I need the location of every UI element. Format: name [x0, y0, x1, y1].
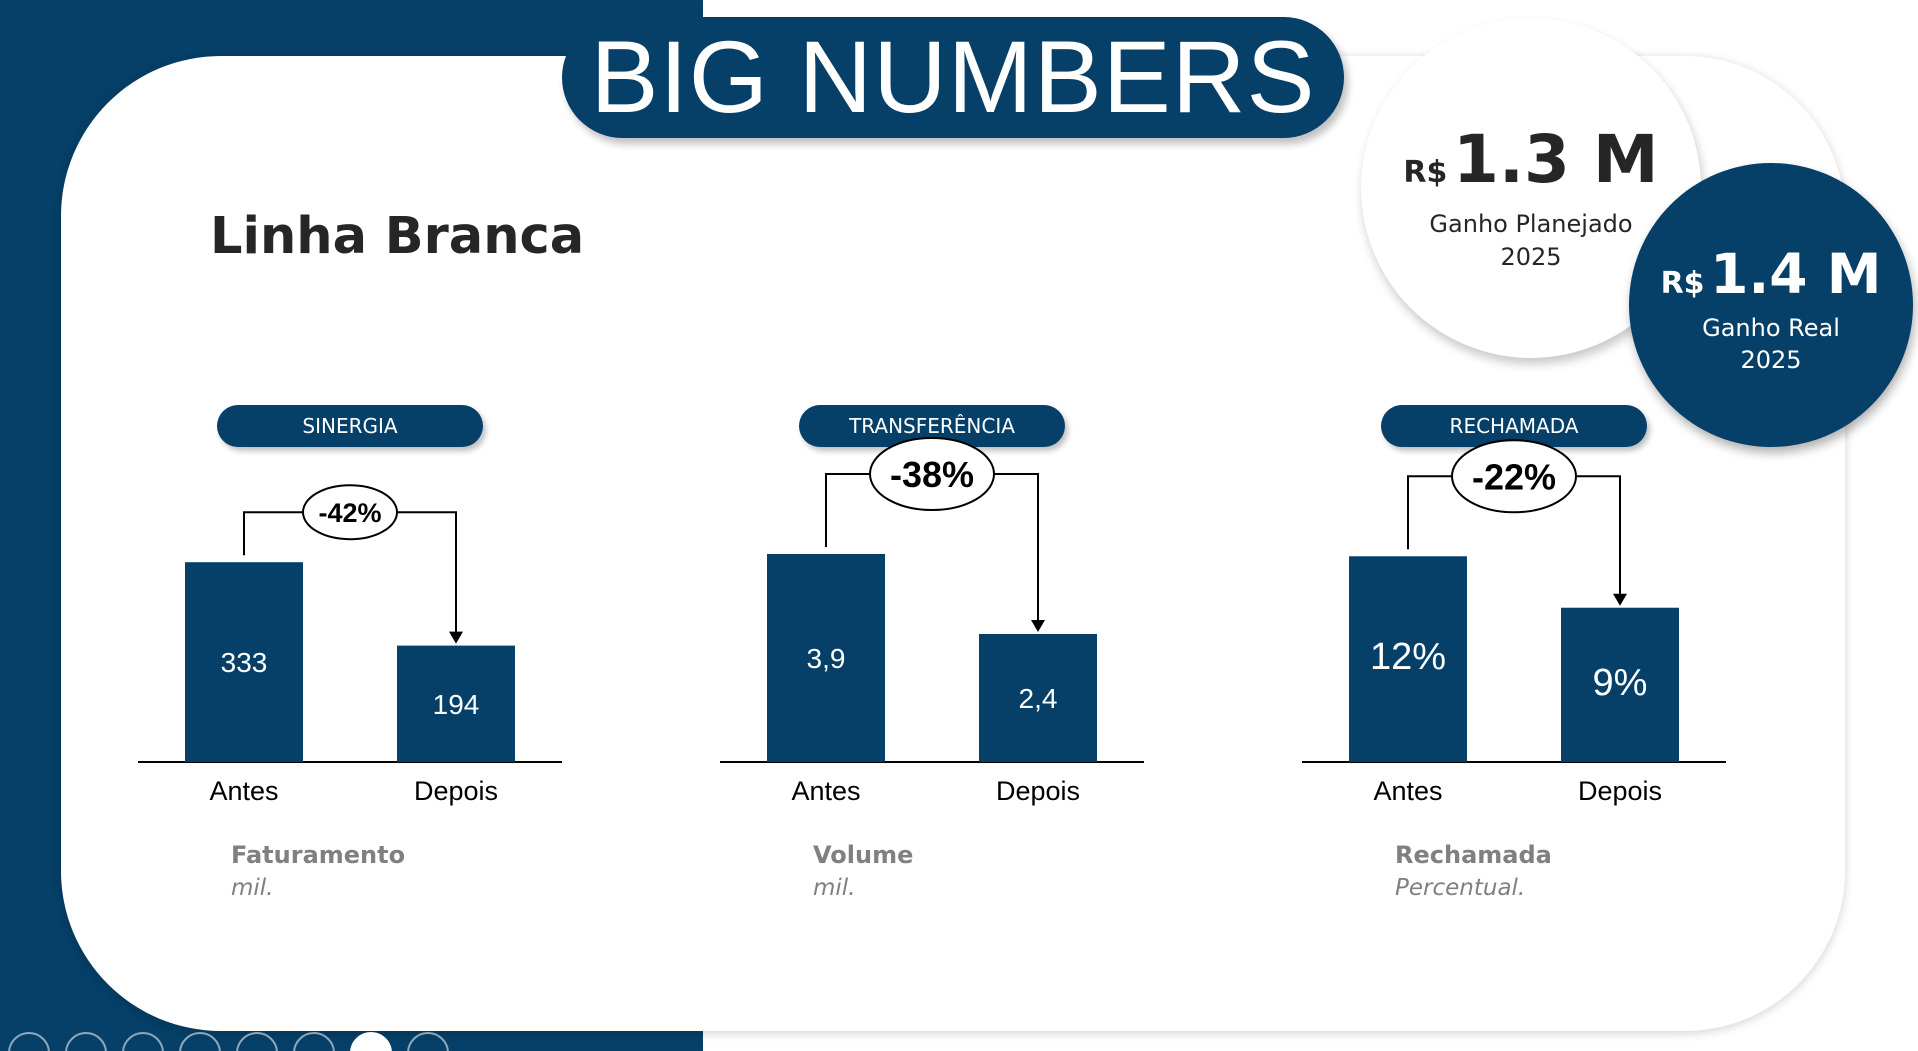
bar-value-label: 194 — [433, 689, 480, 720]
currency-label: R$ — [1403, 155, 1448, 191]
change-bracket-left — [1407, 475, 1452, 550]
change-bracket-right — [1576, 475, 1621, 600]
category-label: Depois — [414, 776, 498, 806]
category-label: Antes — [1373, 776, 1442, 806]
category-label: Depois — [1578, 776, 1662, 806]
change-label: -42% — [318, 498, 381, 528]
metric-name: Faturamento — [231, 841, 406, 869]
section-title: Linha Branca — [210, 207, 585, 266]
bar-value-label: 12% — [1370, 636, 1446, 678]
chart-svg: 12% Antes 9% Depois -22% — [1302, 439, 1726, 806]
metric-unit: Percentual. — [1395, 875, 1526, 901]
bar-antes — [1349, 556, 1467, 762]
kpi-real-gain: R$ 1.4 M Ganho Real 2025 — [1629, 163, 1913, 447]
bar-value-label: 9% — [1593, 662, 1648, 704]
chart-svg: 3,9 Antes 2,4 Depois -38% — [720, 437, 1144, 806]
change-bracket-left — [825, 473, 870, 547]
kpi-caption-line2: 2025 — [1500, 242, 1562, 271]
kpi-real-value: R$ 1.4 M — [1661, 242, 1882, 306]
previous-icon[interactable] — [8, 1032, 50, 1051]
change-ellipse — [1451, 439, 1577, 514]
metric-name: Rechamada — [1395, 841, 1552, 869]
pen-icon[interactable] — [122, 1032, 164, 1051]
change-arrowhead-icon — [449, 631, 463, 644]
zoom-icon[interactable] — [236, 1032, 278, 1051]
bar-depois — [1561, 607, 1679, 762]
chart-rechamada: 12% Antes 9% Depois -22% — [1302, 439, 1732, 830]
badge-sinergia: SINERGIA — [217, 405, 483, 447]
category-label: Depois — [996, 776, 1080, 806]
change-ellipse — [869, 437, 995, 511]
kpi-number: 1.3 M — [1452, 121, 1659, 199]
currency-label: R$ — [1660, 265, 1705, 301]
change-arrowhead-icon — [1031, 620, 1045, 632]
slides-icon[interactable] — [179, 1032, 221, 1051]
category-label: Antes — [791, 776, 860, 806]
bar-value-label: 2,4 — [1019, 683, 1058, 714]
chart-transferencia: 3,9 Antes 2,4 Depois -38% — [720, 437, 1150, 830]
change-bracket-right — [994, 473, 1039, 626]
subtitles-icon[interactable] — [293, 1032, 335, 1051]
change-ellipse — [302, 484, 398, 541]
presentation-toolbar[interactable] — [0, 1028, 480, 1051]
kpi-caption: Ganho Planejado 2025 — [1429, 208, 1632, 273]
next-icon[interactable] — [65, 1032, 107, 1051]
kpi-caption: Ganho Real 2025 — [1702, 312, 1840, 377]
kpi-planned-value: R$ 1.3 M — [1403, 121, 1658, 198]
metric-unit: mil. — [231, 875, 274, 901]
page-title: BIG NUMBERS — [562, 17, 1344, 138]
change-label: -38% — [890, 454, 974, 495]
metric-unit: mil. — [813, 875, 856, 901]
kpi-caption-line1: Ganho Planejado — [1429, 210, 1633, 239]
metric-name: Volume — [813, 841, 914, 869]
change-label: -22% — [1472, 456, 1556, 497]
chart-sinergia: 333 Antes 194 Depois -42% — [138, 460, 568, 830]
bar-value-label: 3,9 — [807, 643, 846, 674]
kpi-caption-line2: 2025 — [1740, 346, 1802, 374]
bar-antes — [185, 562, 303, 762]
kpi-number: 1.4 M — [1710, 241, 1882, 306]
category-label: Antes — [209, 776, 278, 806]
bar-depois — [979, 634, 1097, 762]
change-bracket-left — [243, 511, 303, 556]
change-bracket-right — [397, 511, 457, 638]
badge-rechamada: RECHAMADA — [1381, 405, 1647, 447]
bar-depois — [397, 645, 515, 762]
camera-icon[interactable] — [350, 1032, 392, 1051]
kpi-caption-line1: Ganho Real — [1702, 313, 1840, 342]
more-icon[interactable] — [407, 1032, 449, 1051]
bar-value-label: 333 — [221, 647, 268, 678]
chart-svg: 333 Antes 194 Depois -42% — [138, 484, 562, 806]
bar-antes — [767, 554, 885, 762]
change-arrowhead-icon — [1613, 593, 1627, 606]
